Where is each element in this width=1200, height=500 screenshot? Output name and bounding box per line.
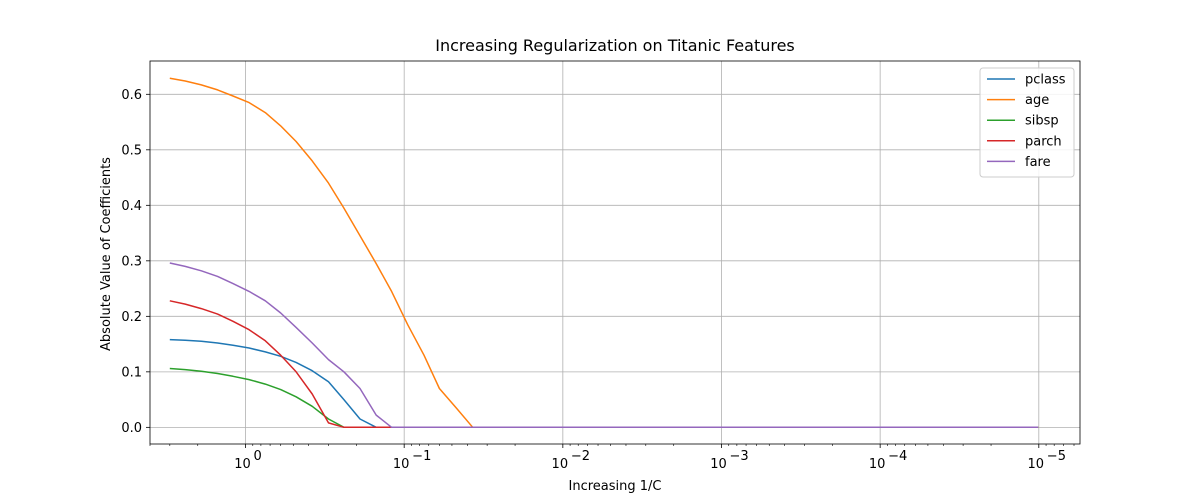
chart-title: Increasing Regularization on Titanic Fea… [435, 36, 795, 55]
x-tick-exponent: −3 [729, 449, 748, 464]
y-tick-label: 0.4 [121, 199, 142, 214]
plot-area [150, 61, 1080, 444]
legend: pclass age sibsp parch fare [979, 67, 1075, 178]
legend-box [979, 67, 1075, 178]
x-tick-exponent: −1 [412, 449, 431, 464]
legend-label-pclass: pclass [1025, 73, 1066, 88]
x-tick-exponent: −4 [888, 449, 907, 464]
y-tick-label: 0.2 [121, 310, 142, 325]
y-axis-label: Absolute Value of Coefficients [99, 157, 114, 351]
series-layer [169, 77, 1039, 429]
y-tick-label: 0.3 [121, 254, 142, 269]
legend-label-sibsp: sibsp [1025, 114, 1059, 129]
x-tick-label: 10 [393, 457, 410, 472]
x-tick-exponent: 0 [254, 449, 262, 464]
x-tick-exponent: −5 [1047, 449, 1066, 464]
x-tick-exponent: −2 [571, 449, 590, 464]
y-tick-label: 0.6 [121, 88, 142, 103]
x-axis-label: Increasing 1/C [569, 479, 662, 494]
y-tick-label: 0.1 [121, 365, 142, 380]
legend-label-parch: parch [1025, 134, 1062, 149]
x-tick-label: 10 [234, 457, 251, 472]
x-tick-label: 10 [552, 457, 569, 472]
x-tick-label: 10 [1028, 457, 1045, 472]
x-tick-label: 10 [710, 457, 727, 472]
y-axis: 0.0 0.1 0.2 0.3 0.4 0.5 0.6 [121, 88, 150, 436]
y-tick-label: 0.0 [121, 421, 142, 436]
x-tick-label: 10 [869, 457, 886, 472]
axes-frame [149, 60, 1081, 445]
series-line-age [169, 77, 1039, 429]
legend-label-age: age [1025, 93, 1049, 108]
legend-label-fare: fare [1025, 155, 1051, 170]
y-tick-label: 0.5 [121, 143, 142, 158]
series-line-fare [169, 262, 1039, 429]
